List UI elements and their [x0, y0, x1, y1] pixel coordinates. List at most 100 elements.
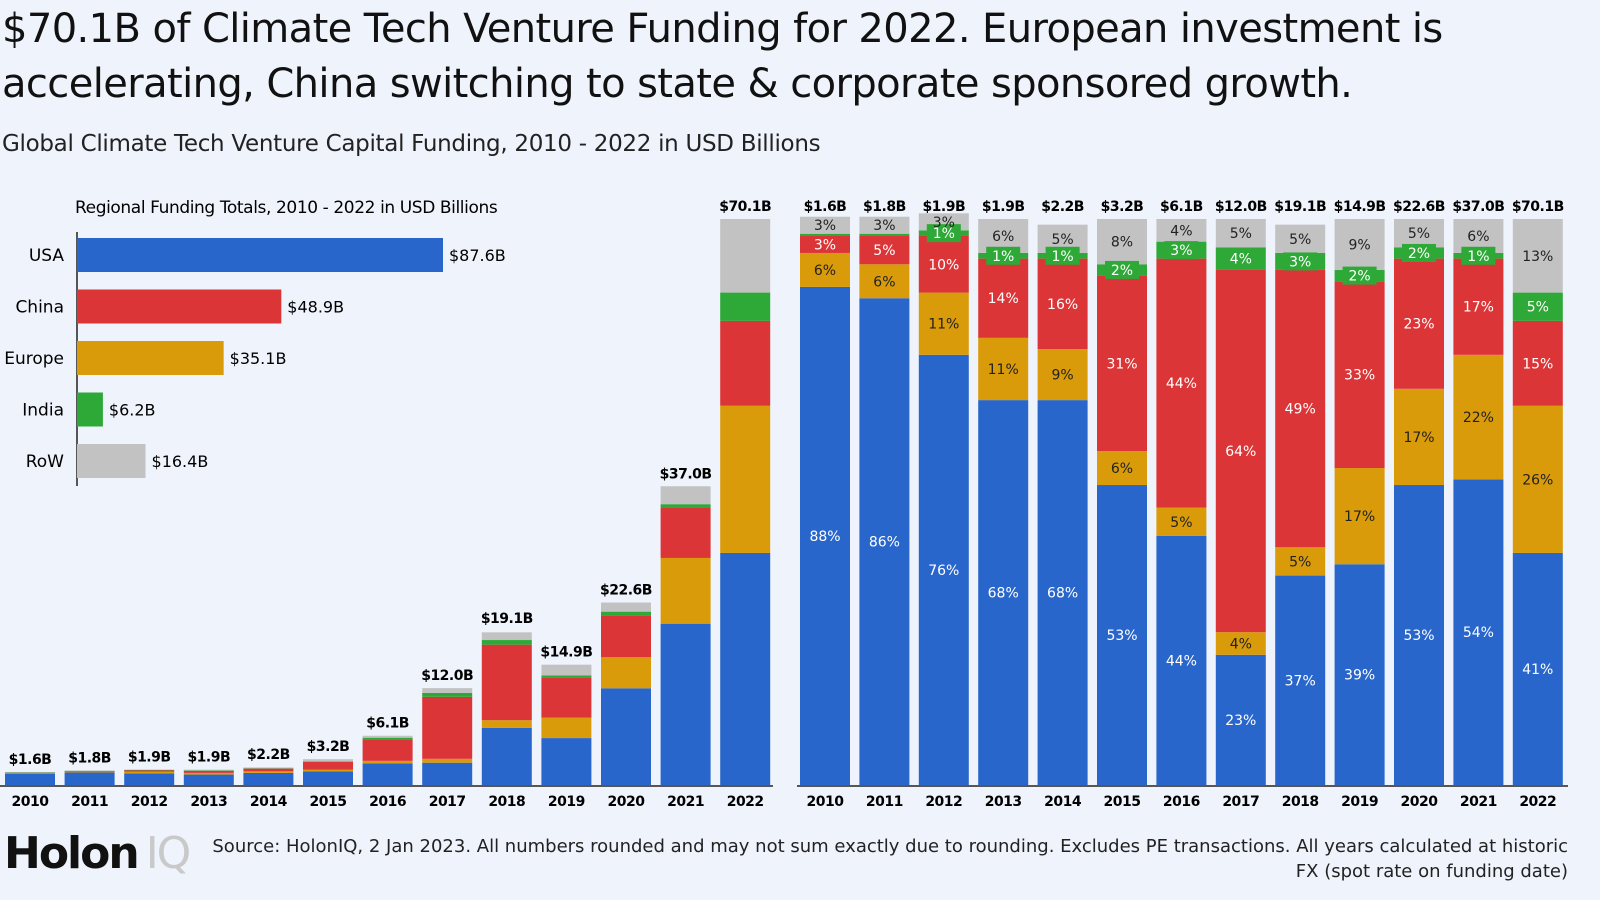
inset-value-row: $16.4B: [152, 452, 209, 471]
pct-total-label-2020: $22.6B: [1393, 199, 1445, 215]
bar-segment-usa-2022: [720, 552, 771, 785]
pct-label-china-2015: 31%: [1106, 356, 1137, 372]
pct-label-bg-india-2019: [1342, 266, 1377, 285]
pct-segment-china-2011: [859, 235, 910, 265]
pct-x-tick-label-2014: 2014: [1044, 794, 1082, 810]
inset-category-india: India: [22, 401, 64, 421]
pct-segment-europe-2022: [1512, 405, 1563, 553]
bar-segment-usa-2010: [5, 773, 55, 785]
bar-segment-usa-2017: [422, 762, 473, 785]
pct-label-india-2014: 1%: [1051, 249, 1073, 265]
page-subtitle: Global Climate Tech Venture Capital Fund…: [2, 131, 821, 157]
bar-segment-china-2017: [422, 696, 473, 759]
pct-segment-india-2010: [800, 233, 850, 236]
pct-label-europe-2015: 6%: [1111, 461, 1133, 477]
bar-segment-usa-2021: [660, 623, 711, 785]
pct-label-row-2020: 5%: [1408, 226, 1430, 242]
bar-segment-europe-2021: [660, 557, 711, 624]
total-label-2010: $1.6B: [9, 752, 52, 768]
bar-segment-europe-2017: [422, 758, 473, 763]
pct-x-tick-label-2022: 2022: [1519, 794, 1556, 810]
x-tick-label-2011: 2011: [71, 794, 108, 810]
pct-total-label-2013: $1.9B: [982, 199, 1025, 215]
bar-segment-china-2012: [124, 770, 175, 772]
pct-label-usa-2020: 53%: [1403, 628, 1434, 644]
pct-label-india-2020: 2%: [1408, 246, 1430, 262]
inset-value-europe: $35.1B: [230, 349, 287, 368]
pct-segment-europe-2018: [1275, 547, 1326, 576]
pct-segment-europe-2015: [1097, 451, 1147, 486]
pct-label-row-2011: 3%: [873, 218, 895, 234]
bar-segment-row-2019: [541, 664, 592, 676]
pct-total-label-2016: $6.1B: [1160, 199, 1203, 215]
pct-segment-europe-2010: [800, 252, 850, 287]
pct-segment-europe-2016: [1156, 507, 1207, 536]
bar-segment-row-2013: [183, 769, 234, 771]
pct-total-label-2019: $14.9B: [1334, 199, 1386, 215]
total-label-2016: $6.1B: [366, 716, 409, 732]
bar-segment-china-2020: [601, 615, 651, 658]
pct-x-tick-label-2019: 2019: [1341, 794, 1378, 810]
pct-x-tick-label-2017: 2017: [1222, 794, 1259, 810]
bar-segment-row-2017: [422, 688, 473, 693]
bar-segment-india-2022: [720, 292, 771, 321]
total-label-2018: $19.1B: [481, 611, 533, 627]
inset-category-usa: USA: [29, 246, 65, 266]
pct-label-india-2021: 1%: [1467, 249, 1489, 265]
pct-x-tick-label-2012: 2012: [925, 794, 962, 810]
pct-label-china-2018: 49%: [1285, 402, 1316, 418]
x-tick-label-2015: 2015: [310, 794, 347, 810]
pct-label-row-2013: 6%: [992, 229, 1014, 245]
holoniq-logo: Holon IQ: [4, 828, 191, 879]
inset-title: Regional Funding Totals, 2010 - 2022 in …: [75, 198, 498, 218]
pct-segment-europe-2021: [1453, 354, 1504, 480]
pct-label-europe-2019: 17%: [1344, 509, 1375, 525]
pct-label-row-2012: 3%: [933, 215, 955, 231]
pct-segment-china-2014: [1037, 258, 1088, 350]
pct-label-usa-2018: 37%: [1285, 673, 1316, 689]
pct-segment-europe-2013: [978, 337, 1029, 401]
pct-x-tick-label-2018: 2018: [1282, 794, 1319, 810]
pct-label-india-2017: 4%: [1230, 252, 1252, 268]
pct-label-india-2015: 2%: [1111, 263, 1133, 279]
pct-label-europe-2022: 26%: [1522, 472, 1553, 488]
pct-label-usa-2022: 41%: [1522, 662, 1553, 678]
x-tick-label-2021: 2021: [667, 794, 704, 810]
bar-segment-china-2019: [541, 677, 592, 718]
pct-segment-china-2010: [800, 235, 850, 253]
pct-segment-china-2015: [1097, 275, 1147, 452]
inset-bar-usa: [77, 238, 443, 272]
bar-segment-row-2014: [243, 767, 294, 769]
bar-segment-row-2021: [660, 486, 711, 505]
pct-segment-china-2019: [1334, 281, 1385, 469]
pct-label-usa-2019: 39%: [1344, 668, 1375, 684]
pct-label-row-2021: 6%: [1467, 229, 1489, 245]
bar-segment-china-2015: [303, 761, 353, 770]
pct-segment-row-2010: [800, 216, 850, 234]
pct-segment-row-2017: [1215, 219, 1266, 248]
pct-total-label-2010: $1.6B: [804, 199, 847, 215]
bar-segment-row-2015: [303, 759, 353, 762]
bar-segment-india-2015: [303, 761, 353, 762]
pct-total-label-2021: $37.0B: [1452, 199, 1504, 215]
pct-label-china-2013: 14%: [988, 291, 1019, 307]
pct-label-india-2022: 5%: [1527, 300, 1549, 316]
pct-label-bg-india-2020: [1402, 243, 1436, 262]
pct-x-tick-label-2016: 2016: [1163, 794, 1200, 810]
x-tick-label-2020: 2020: [608, 794, 646, 810]
total-label-2014: $2.2B: [247, 747, 290, 763]
pct-label-europe-2013: 11%: [988, 362, 1019, 378]
pct-segment-usa-2013: [978, 400, 1029, 785]
pct-label-europe-2016: 5%: [1170, 515, 1192, 531]
pct-label-row-2018: 5%: [1289, 232, 1311, 248]
x-tick-label-2014: 2014: [250, 794, 288, 810]
pct-label-china-2010: 3%: [814, 237, 836, 253]
pct-segment-usa-2019: [1334, 564, 1385, 785]
pct-label-usa-2010: 88%: [809, 529, 840, 545]
pct-segment-usa-2016: [1156, 535, 1207, 785]
pct-total-label-2018: $19.1B: [1274, 199, 1326, 215]
inset-value-china: $48.9B: [287, 298, 344, 317]
pct-segment-usa-2017: [1215, 654, 1266, 785]
bar-segment-india-2016: [362, 737, 413, 740]
